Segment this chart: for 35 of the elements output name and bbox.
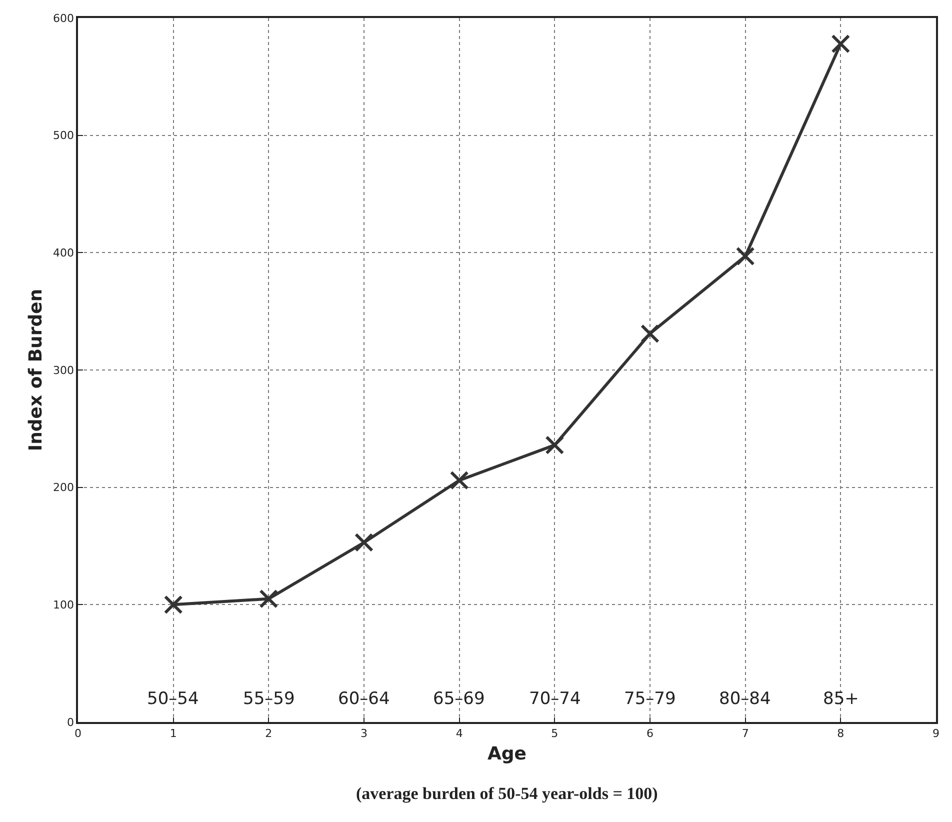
annotation: 85+ [823, 689, 859, 709]
point [736, 246, 755, 266]
y-tick-label: 200 [53, 481, 74, 494]
y-tick-label: 100 [53, 598, 74, 612]
y-tick-label: 400 [53, 246, 74, 260]
x-tick-label: 7 [742, 726, 749, 740]
point [545, 436, 564, 455]
x-tick-label: 1 [170, 726, 177, 740]
x-tick-label: 3 [360, 726, 368, 740]
point [259, 589, 278, 608]
x-tick-label: 5 [551, 726, 558, 740]
y-tick-label: 300 [53, 364, 74, 377]
annotation: 50–54 [147, 689, 199, 709]
x-axis-title: Age [487, 744, 527, 765]
point [640, 324, 660, 344]
point [831, 34, 850, 54]
x-tick-label: 2 [265, 726, 272, 740]
x-tick-label: 4 [456, 726, 463, 740]
x-tick-label: 8 [837, 726, 844, 740]
annotation: 70–74 [529, 689, 581, 709]
annotation: 55–59 [243, 689, 295, 709]
text: (average burden of 50-54 year-olds = 100) [356, 784, 658, 803]
y-tick-label: 600 [53, 12, 74, 25]
y-axis-title: Index of Burden [26, 288, 47, 452]
x-tick-label: 6 [646, 726, 654, 740]
y-tick-label: 500 [53, 129, 74, 142]
annotation: 75–79 [624, 689, 676, 709]
point [164, 595, 183, 614]
annotation: 60–64 [338, 689, 390, 709]
x-tick-label: 9 [932, 726, 940, 740]
point [450, 470, 469, 490]
y-tick-label: 0 [67, 716, 74, 729]
point [354, 532, 374, 552]
annotation: 80–84 [719, 689, 771, 709]
annotation: 65–69 [433, 689, 485, 709]
